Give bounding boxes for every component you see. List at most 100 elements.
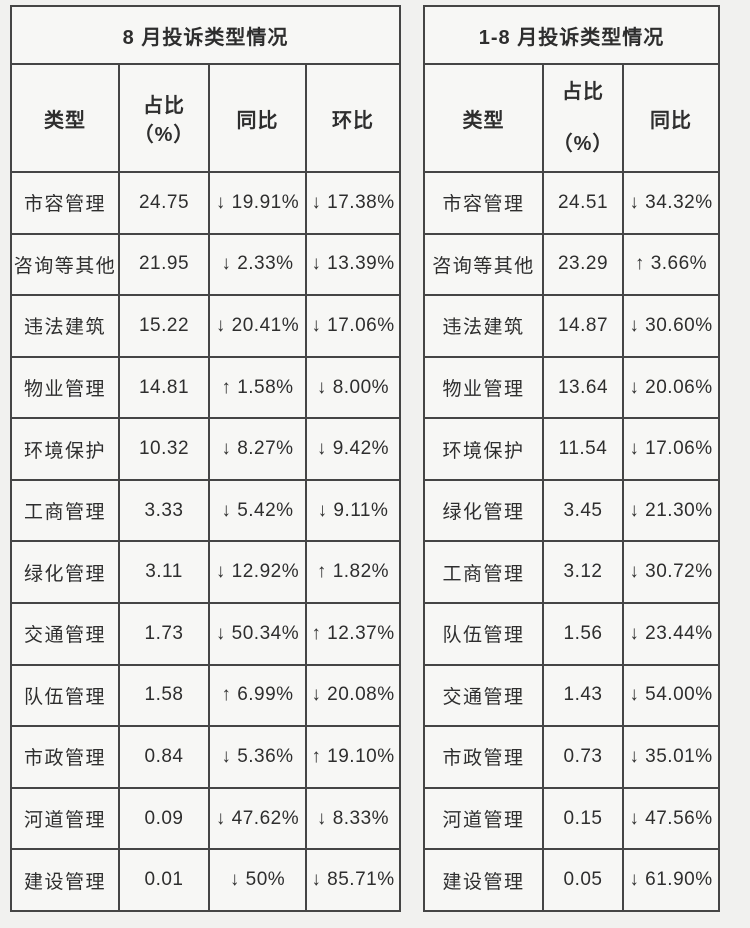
value-cell: ↓ 9.11% (305, 478, 401, 543)
value-cell: ↓ 2.33% (208, 232, 307, 297)
type-cell: 建设管理 (10, 848, 120, 912)
value-cell: ↓ 17.06% (621, 417, 721, 481)
table-row: 咨询等其他 21.95 ↓ 2.33% ↓ 13.39% (10, 232, 401, 297)
table-row: 违法建筑 14.87 ↓ 30.60% (423, 294, 721, 358)
value-cell: 3.45 (542, 478, 624, 543)
value-cell: 0.15 (542, 786, 624, 851)
value-cell: ↑ 1.82% (305, 540, 401, 605)
value-cell: ↓ 20.06% (621, 355, 721, 420)
table-title-row: 1-8 月投诉类型情况 (422, 5, 721, 65)
value-cell: ↓ 50.34% (208, 602, 307, 666)
value-cell: 1.73 (118, 602, 210, 666)
value-cell: ↓ 8.33% (305, 786, 401, 851)
value-cell: ↓ 21.30% (621, 478, 721, 543)
value-cell: ↓ 17.06% (305, 294, 401, 358)
value-cell: 0.05 (542, 848, 624, 912)
august-complaint-type-table: 8 月投诉类型情况 类型 占比（%） 同比 环比 市容管理 24.75 ↓ 19.91% ↓… (10, 5, 401, 912)
value-cell: ↓ 8.27% (208, 417, 307, 481)
value-cell: 23.29 (542, 232, 624, 297)
table-row: 物业管理 13.64 ↓ 20.06% (423, 355, 721, 420)
value-cell: ↑ 12.37% (305, 602, 401, 666)
type-cell: 绿化管理 (423, 478, 544, 543)
type-cell: 河道管理 (423, 786, 544, 851)
value-cell: 1.56 (542, 602, 624, 666)
value-cell: ↓ 47.56% (621, 786, 721, 851)
value-cell: ↓ 47.62% (208, 786, 307, 851)
type-cell: 河道管理 (10, 786, 120, 851)
column-header: 占比 （%） (542, 63, 624, 173)
value-cell: ↓ 12.92% (208, 540, 307, 605)
table-row: 工商管理 3.12 ↓ 30.72% (423, 540, 721, 605)
type-cell: 环境保护 (423, 417, 544, 481)
type-cell: 市政管理 (10, 725, 120, 789)
column-header: 环比 (305, 63, 401, 173)
value-cell: ↓ 85.71% (305, 848, 401, 912)
column-header: 同比 (208, 63, 307, 173)
table-title-row: 8 月投诉类型情况 (10, 5, 401, 65)
value-cell: 0.01 (118, 848, 210, 912)
value-cell: ↓ 17.38% (305, 171, 401, 235)
value-cell: ↑ 3.66% (621, 232, 721, 297)
table-row: 市容管理 24.51 ↓ 34.32% (423, 171, 721, 235)
value-cell: ↑ 6.99% (208, 663, 307, 728)
type-cell: 队伍管理 (10, 663, 120, 728)
value-cell: 1.43 (542, 663, 624, 728)
table-row: 绿化管理 3.11 ↓ 12.92% ↑ 1.82% (10, 540, 401, 605)
value-cell: 0.73 (542, 725, 624, 789)
value-cell: 3.11 (118, 540, 210, 605)
value-cell: 14.81 (118, 355, 210, 420)
table-row: 河道管理 0.15 ↓ 47.56% (423, 786, 721, 851)
table-row: 交通管理 1.43 ↓ 54.00% (423, 663, 721, 728)
value-cell: 1.58 (118, 663, 210, 728)
value-cell: ↓ 19.91% (208, 171, 307, 235)
value-cell: 3.33 (118, 478, 210, 543)
value-cell: ↓ 50% (208, 848, 307, 912)
type-cell: 市容管理 (10, 171, 120, 235)
value-cell: 15.22 (118, 294, 210, 358)
table-row: 物业管理 14.81 ↑ 1.58% ↓ 8.00% (10, 355, 401, 420)
table-row: 市政管理 0.73 ↓ 35.01% (423, 725, 721, 789)
type-cell: 环境保护 (10, 417, 120, 481)
value-cell: ↓ 23.44% (621, 602, 721, 666)
table-row: 工商管理 3.33 ↓ 5.42% ↓ 9.11% (10, 478, 401, 543)
value-cell: ↓ 35.01% (621, 725, 721, 789)
table-row: 市容管理 24.75 ↓ 19.91% ↓ 17.38% (10, 171, 401, 235)
column-header-row: 类型 占比 （%） 同比 (423, 63, 721, 173)
column-header: 同比 (621, 63, 721, 173)
value-cell: 24.51 (542, 171, 624, 235)
value-cell: ↓ 61.90% (621, 848, 721, 912)
jan-to-august-complaint-type-table: 1-8 月投诉类型情况 类型 占比 （%） 同比 市容管理 24.51 ↓ 34.32%… (422, 5, 721, 912)
table-row: 河道管理 0.09 ↓ 47.62% ↓ 8.33% (10, 786, 401, 851)
table-row: 绿化管理 3.45 ↓ 21.30% (423, 478, 721, 543)
type-cell: 建设管理 (423, 848, 544, 912)
column-header: 类型 (423, 63, 544, 173)
type-cell: 队伍管理 (423, 602, 544, 666)
table-row: 环境保护 11.54 ↓ 17.06% (423, 417, 721, 481)
table-body: 市容管理 24.75 ↓ 19.91% ↓ 17.38% 咨询等其他 21.95 ↓ 2.3… (10, 171, 401, 912)
value-cell: ↓ 5.42% (208, 478, 307, 543)
value-cell: 14.87 (542, 294, 624, 358)
table-body: 市容管理 24.51 ↓ 34.32% 咨询等其他 23.29 ↑ 3.66% 违法建筑 14… (423, 171, 721, 912)
table-row: 违法建筑 15.22 ↓ 20.41% ↓ 17.06% (10, 294, 401, 358)
value-cell: 0.84 (118, 725, 210, 789)
table-title: 8 月投诉类型情况 (10, 5, 401, 65)
column-header-row: 类型 占比（%） 同比 环比 (10, 63, 401, 173)
type-cell: 市容管理 (423, 171, 544, 235)
type-cell: 物业管理 (10, 355, 120, 420)
value-cell: 13.64 (542, 355, 624, 420)
value-cell: ↓ 5.36% (208, 725, 307, 789)
value-cell: ↓ 20.41% (208, 294, 307, 358)
table-row: 咨询等其他 23.29 ↑ 3.66% (423, 232, 721, 297)
table-row: 建设管理 0.01 ↓ 50% ↓ 85.71% (10, 848, 401, 912)
value-cell: 3.12 (542, 540, 624, 605)
table-row: 建设管理 0.05 ↓ 61.90% (423, 848, 721, 912)
type-cell: 物业管理 (423, 355, 544, 420)
table-row: 环境保护 10.32 ↓ 8.27% ↓ 9.42% (10, 417, 401, 481)
table-row: 队伍管理 1.58 ↑ 6.99% ↓ 20.08% (10, 663, 401, 728)
table-row: 队伍管理 1.56 ↓ 23.44% (423, 602, 721, 666)
type-cell: 咨询等其他 (10, 232, 120, 297)
value-cell: ↓ 8.00% (305, 355, 401, 420)
value-cell: ↓ 30.72% (621, 540, 721, 605)
value-cell: ↓ 9.42% (305, 417, 401, 481)
